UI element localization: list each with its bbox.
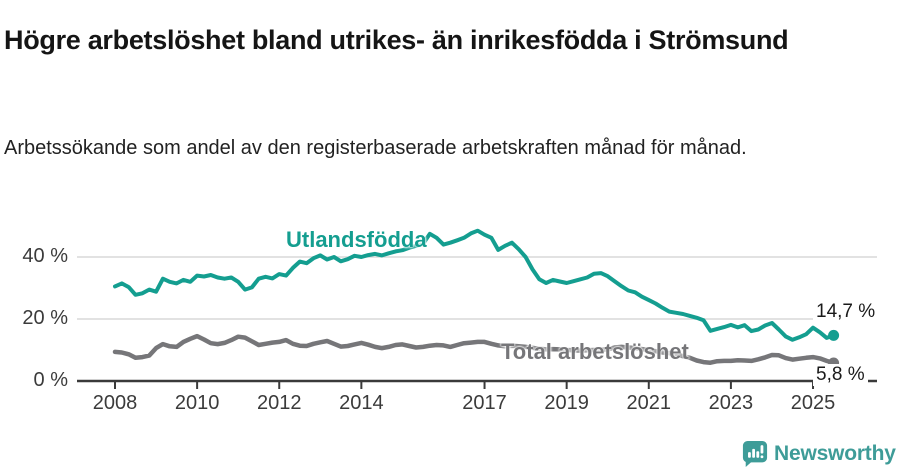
end-value-label-total: 5,8 % — [813, 364, 868, 386]
x-tick-label: 2025 — [790, 392, 836, 414]
newsworthy-logo[interactable]: Newsworthy — [742, 440, 896, 468]
newsworthy-brand-text: Newsworthy — [774, 442, 896, 465]
x-tick-label: 2023 — [708, 392, 754, 414]
newsworthy-logo-icon — [742, 440, 768, 468]
x-tick-label: 2012 — [256, 392, 302, 414]
x-tick-label: 2014 — [339, 392, 384, 414]
series-line — [113, 228, 836, 342]
x-tick-label: 2019 — [544, 392, 589, 414]
x-tick-label: 2021 — [626, 392, 672, 414]
x-tick-label: 2008 — [92, 392, 138, 414]
x-tick-label: 2017 — [462, 392, 507, 414]
x-axis: 2008 2010 2012 2014 2017 2019 2021 2023 2025 — [0, 392, 900, 418]
page-title: Högre arbetslöshet bland utrikes- än inr… — [4, 25, 789, 56]
y-tick-label: 20 % — [22, 307, 68, 329]
end-value-label-utlandsfodda: 14,7 % — [813, 301, 879, 323]
y-axis: 0 % 20 % 40 % — [0, 0, 68, 474]
y-tick-label: 40 % — [22, 245, 68, 267]
chart-subtitle: Arbetssökande som andel av den registerb… — [4, 137, 747, 159]
series-label-total-arbetsloshet: Total arbetslöshet — [501, 339, 689, 364]
x-tick-label: 2010 — [174, 392, 220, 414]
y-tick-label: 0 % — [33, 369, 68, 391]
series-line — [112, 333, 836, 366]
series-end-dot — [828, 329, 840, 341]
series-label-utlandsfodda: Utlandsfödda — [286, 227, 427, 252]
